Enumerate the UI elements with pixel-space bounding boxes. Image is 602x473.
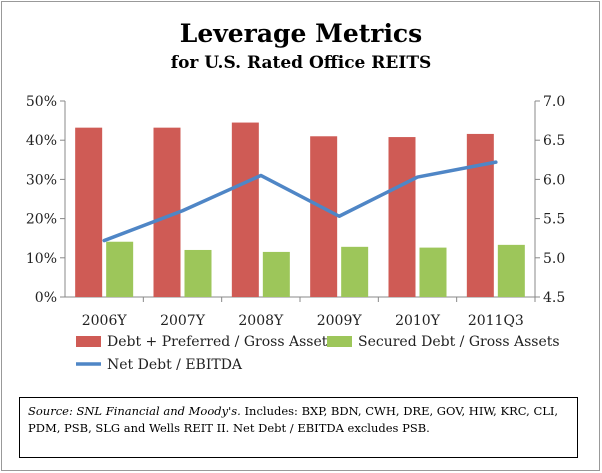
bar-debt-preferred <box>75 127 103 297</box>
legend-label: Debt + Preferred / Gross Assets <box>107 334 335 350</box>
y-left-tick-label: 50% <box>26 94 57 110</box>
x-tick-label: 2006Y <box>82 313 128 329</box>
x-tick-label: 2009Y <box>317 313 363 329</box>
legend: Debt + Preferred / Gross Assets Secured D… <box>76 334 560 373</box>
legend-swatch <box>327 336 352 347</box>
y-left-tick-label: 20% <box>26 212 57 228</box>
bar-secured-debt <box>184 249 212 297</box>
x-tick-label: 2008Y <box>238 313 284 329</box>
legend-swatch <box>76 336 101 347</box>
legend-label: Net Debt / EBITDA <box>107 357 243 373</box>
y-left-tick-label: 40% <box>26 133 57 149</box>
bar-secured-debt <box>262 251 290 297</box>
bar-debt-preferred <box>466 133 494 297</box>
y-right-tick-label: 5.5 <box>543 212 565 228</box>
y-right-tick-label: 5.0 <box>543 251 565 267</box>
chart-subtitle: for U.S. Rated Office REITS <box>171 53 432 73</box>
plot-area: 0% 10% 20% 30% 40% 50% 4.5 5.0 5.5 6.0 6.5 7.0 2006Y… <box>26 94 565 329</box>
source-note: Source: SNL Financial and Moody's. Inclu… <box>19 397 578 458</box>
line-net-debt-ebitda <box>102 160 498 243</box>
y-left-tick-label: 30% <box>26 172 57 188</box>
bar-secured-debt <box>106 241 134 297</box>
bar-debt-preferred <box>231 122 259 297</box>
source-label: Source: SNL Financial and Moody's. <box>28 404 241 418</box>
bar-debt-preferred <box>388 137 416 297</box>
x-tick-label: 2010Y <box>395 313 441 329</box>
x-tick-label: 2007Y <box>160 313 206 329</box>
bar-secured-debt <box>419 247 447 297</box>
chart-title: Leverage Metrics <box>180 19 422 48</box>
source-text: Includes: BXP, BDN, CWH, DRE, GOV, HIW, … <box>28 404 559 435</box>
bar-debt-preferred <box>310 136 338 297</box>
y-right-tick-label: 6.5 <box>543 133 565 149</box>
bar-secured-debt <box>497 244 525 297</box>
legend-label: Secured Debt / Gross Assets <box>358 334 560 350</box>
y-right-tick-label: 7.0 <box>543 94 565 110</box>
bar-secured-debt <box>341 246 369 297</box>
y-right-tick-label: 4.5 <box>543 290 565 306</box>
y-left-tick-label: 0% <box>35 290 57 306</box>
y-left-tick-label: 10% <box>26 251 57 267</box>
x-tick-label: 2011Q3 <box>468 313 524 329</box>
y-right-tick-label: 6.0 <box>543 172 565 188</box>
